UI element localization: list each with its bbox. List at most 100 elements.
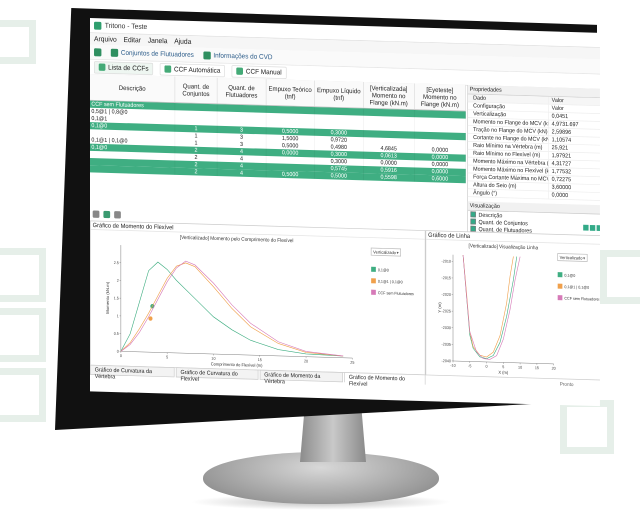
app-icon [94, 21, 102, 30]
column-header[interactable]: Quant. de Conjuntos [175, 76, 218, 104]
series-line [120, 262, 344, 357]
column-header[interactable]: [Verticalizada] Momento no Flange (kN.m) [363, 81, 415, 110]
y-axis-label: Y (m) [437, 302, 442, 313]
settings-icon[interactable] [596, 225, 600, 232]
x-tick-label: -5 [468, 364, 471, 368]
excel-icon[interactable] [583, 224, 589, 231]
list-icon [98, 63, 106, 71]
table-body: CCF sem Flutuadores 0,5@1 | 0,8@0 0,1@1 0,1… [90, 100, 466, 184]
dropdown-box[interactable] [557, 253, 588, 262]
main-area: Descrição Quant. de Conjuntos Quant. de … [90, 74, 600, 387]
moment-chart: [Verticalizado] Momento pelo Comprimento… [105, 235, 414, 368]
window-title: Tritono - Teste [104, 21, 148, 31]
property-value: 0,0000 [548, 191, 600, 201]
x-axis-label: Comprimento do Flexível (m) [211, 361, 263, 368]
y-tick-label: -2035 [442, 342, 451, 346]
dropdown-value: Verticalizado [373, 249, 396, 255]
tab-lista-ccfs[interactable]: Lista de CCFs [94, 60, 154, 75]
dropdown-box[interactable] [370, 247, 402, 257]
x-tick-label: 15 [535, 366, 539, 370]
tab-ccf-automatica[interactable]: CCF Automática [159, 62, 226, 77]
visualization-checkbox[interactable] [470, 218, 476, 225]
x-tick-label: 5 [166, 355, 168, 359]
y-tick-label: 2 [117, 279, 119, 283]
ribbon-tab-label: Conjuntos de Flutuadores [120, 48, 194, 59]
menu-janela[interactable]: Janela [147, 36, 168, 46]
x-tick-label: 0 [120, 354, 122, 358]
status-text: Pronto [559, 382, 574, 388]
tab-momento-flexivel[interactable]: Gráfico de Momento do Flexível [344, 372, 426, 387]
column-header[interactable]: Empuxo Líquido (tnf) [314, 80, 364, 108]
tab-label: Lista de CCFs [108, 63, 149, 73]
y-tick-label: -2015 [442, 276, 451, 280]
menu-editar[interactable]: Editar [123, 35, 142, 45]
menu-arquivo[interactable]: Arquivo [94, 34, 117, 44]
property-key: Ângulo (°) [473, 189, 498, 197]
legend-label: 0,1@1 | 0,1@0 [564, 285, 589, 290]
x-tick-label: 20 [552, 366, 556, 370]
y-tick-label: -2010 [442, 259, 451, 263]
visualization-checkbox[interactable] [470, 211, 476, 218]
background-square [0, 308, 46, 362]
series-line [462, 254, 514, 358]
x-tick-label: 5 [502, 365, 504, 369]
export-icon[interactable] [92, 210, 100, 218]
info-icon [203, 51, 211, 60]
tab-ccf-manual[interactable]: CCF Manual [231, 64, 287, 79]
table-cell: 0,5598 [363, 173, 415, 182]
mode-dropdown[interactable]: Verticalizado ▾ [370, 247, 402, 257]
y-tick-label: -2030 [442, 326, 451, 330]
background-square [0, 368, 46, 422]
dropdown-value: Verticalizado [560, 255, 583, 261]
tab-momento-vertebra[interactable]: Gráfico de Momento da Vértebra [259, 369, 343, 385]
legend-label: 0,1@0 [564, 274, 575, 278]
column-header[interactable]: Descrição [90, 74, 176, 103]
background-square [0, 20, 36, 64]
chevron-down-icon: ▾ [397, 250, 399, 255]
tab-label: CCF Manual [245, 67, 282, 77]
image-icon[interactable] [114, 211, 121, 219]
tab-label: CCF Automática [174, 65, 221, 75]
line-plot-panel: Gráfico de Linha [Verticalizado] Visuali… [425, 230, 600, 381]
visualization-label: Descrição [478, 211, 503, 219]
series-line [462, 254, 521, 360]
legend-label: CCF sem Flutuadores [564, 297, 599, 302]
legend-swatch [557, 283, 563, 289]
x-tick-label: 15 [258, 358, 262, 362]
grid-icon[interactable] [589, 224, 596, 231]
background-square [560, 400, 614, 454]
table-cell: 0,5000 [314, 171, 364, 181]
tab-curvatura-flexivel[interactable]: Gráfico de Curvatura do Flexível [175, 367, 259, 382]
y-tick-label: -2020 [442, 293, 451, 297]
wand-icon [164, 65, 172, 73]
ribbon-tab-info[interactable]: Informações do CVD [203, 51, 273, 61]
ribbon-tab-conjuntos[interactable]: Conjuntos de Flutuadores [110, 48, 194, 59]
table-cell [90, 165, 176, 175]
legend-label: 0,1@0 [378, 268, 389, 272]
x-tick-label: 0 [486, 365, 488, 369]
y-axis-label: Momento (kN.m) [105, 281, 110, 314]
y-tick-label: 1.5 [114, 296, 119, 300]
y-tick-label: 1 [117, 314, 119, 318]
y-tick-label: -2040 [442, 359, 451, 363]
legend-swatch [557, 295, 563, 301]
y-tick-label: 0.5 [114, 332, 119, 336]
table-cell: 4 [217, 168, 267, 178]
x-tick-label: 10 [518, 366, 522, 370]
monitor-screen: Tritono - Teste Arquivo Editar Janela Aj… [90, 18, 600, 407]
menu-ajuda[interactable]: Ajuda [174, 37, 192, 46]
table-cell: 0,5000 [266, 170, 315, 179]
save-button[interactable] [94, 47, 102, 57]
x-axis [120, 351, 353, 359]
chart-title: [Verticalizado] Momento pelo Comprimento… [180, 235, 294, 245]
column-header[interactable]: Quant. de Flutuadores [217, 77, 267, 105]
line-chart: [Verticalizado] Visualização Linha Vertic… [437, 243, 600, 375]
series-line [120, 261, 344, 357]
tab-curvatura-vertebra[interactable]: Gráfico de Curvatura da Vértebra [90, 364, 175, 380]
mode-dropdown[interactable]: Verticalizado ▾ [557, 253, 588, 262]
column-header[interactable]: Empuxo Teórico (tnf) [266, 79, 315, 107]
legend-swatch [371, 278, 376, 284]
x-tick-label: -10 [450, 364, 455, 368]
excel-icon[interactable] [103, 210, 111, 219]
column-header[interactable]: [Eyeteste] Momento no Flange (kN.m) [414, 83, 466, 111]
